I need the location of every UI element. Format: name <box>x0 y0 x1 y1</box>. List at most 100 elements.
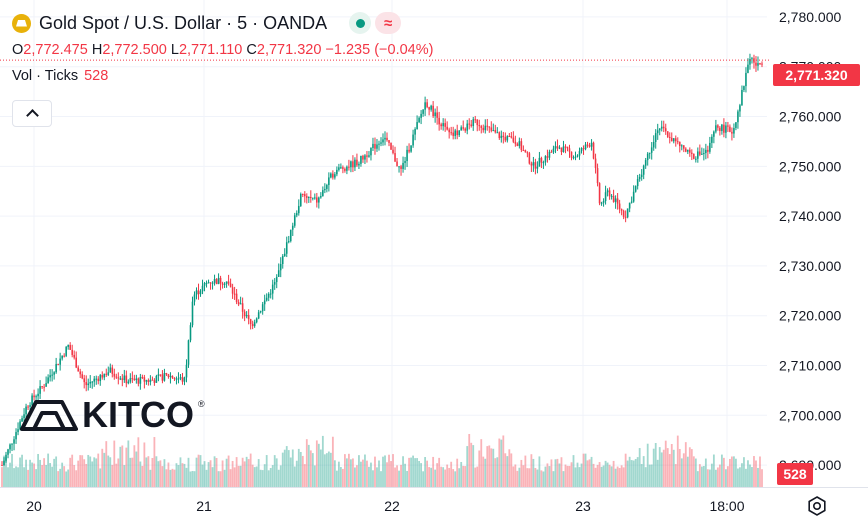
volume-bar <box>299 451 302 487</box>
volume-bar <box>261 470 264 487</box>
volume-bar <box>446 464 449 487</box>
candle-body <box>755 62 757 66</box>
candle-body <box>316 197 318 203</box>
candle-body <box>735 122 737 128</box>
volume-bar <box>456 458 459 487</box>
volume-bar <box>49 463 52 487</box>
candle-body <box>195 290 198 295</box>
gold-coin-icon[interactable] <box>12 13 31 33</box>
candle-body <box>474 119 477 121</box>
volume-bar <box>249 453 252 487</box>
volume-bar <box>604 460 607 487</box>
candle-body <box>456 130 458 136</box>
volume-bar <box>674 464 677 487</box>
volume-bar <box>173 469 176 487</box>
volume-bar <box>25 459 27 487</box>
volume-bar <box>418 460 420 487</box>
volume-bar <box>245 456 248 487</box>
close-label: C <box>246 42 257 58</box>
candle-body <box>111 367 114 374</box>
settings-icon[interactable] <box>806 495 828 517</box>
volume-bar <box>77 460 80 487</box>
candle-body <box>37 393 39 397</box>
price-axis[interactable]: 2,780.0002,770.0002,760.0002,750.0002,74… <box>779 9 841 473</box>
volume-bar <box>733 456 735 487</box>
volume-bar <box>5 457 7 487</box>
volume-bar <box>13 468 15 487</box>
volume-bar <box>498 438 501 487</box>
candle-body <box>263 300 266 305</box>
volume-bar <box>107 455 110 487</box>
y-tick-label: 2,710.000 <box>779 357 841 373</box>
candle-body <box>711 136 713 143</box>
market-open-dot-icon[interactable] <box>349 12 372 34</box>
volume-bar <box>358 455 360 487</box>
candle-body <box>9 444 11 450</box>
candle-body <box>121 378 124 381</box>
candle-body <box>715 125 717 132</box>
candle-body <box>29 405 31 407</box>
volume-bar <box>759 456 761 487</box>
candle-body <box>572 157 575 159</box>
candle-body <box>709 142 711 152</box>
volume-bar <box>430 467 433 487</box>
candle-body <box>691 152 693 154</box>
volume-bar <box>155 456 158 487</box>
volume-bar <box>121 445 124 487</box>
volume-legend[interactable]: Vol · Ticks 528 <box>12 68 433 84</box>
volume-bar <box>203 461 206 487</box>
candle-body <box>717 125 719 128</box>
volume-bar <box>101 448 104 487</box>
candle-body <box>362 155 364 160</box>
candle-body <box>733 127 735 134</box>
time-axis[interactable]: 20 21 22 23 18:00 <box>26 498 745 514</box>
candle-body <box>131 378 134 380</box>
volume-bar <box>636 457 639 487</box>
volume-bar <box>743 457 745 487</box>
volume-bar <box>291 449 294 487</box>
status-pills: ≈ <box>349 12 402 34</box>
candle-body <box>502 135 505 137</box>
volume-bar <box>480 439 483 487</box>
candle-body <box>235 293 238 303</box>
volume-bar <box>514 464 517 487</box>
volume-bar <box>560 457 563 487</box>
candle-body <box>656 130 659 134</box>
volume-bar <box>364 454 366 487</box>
registered-mark: ® <box>198 399 205 409</box>
volume-bar <box>462 465 465 487</box>
candle-body <box>610 195 613 197</box>
x-tick-label: 18:00 <box>709 498 744 514</box>
volume-bar <box>229 469 232 487</box>
volume-bar <box>678 448 681 487</box>
candle-body <box>229 283 232 288</box>
volume-bar <box>464 466 467 487</box>
candle-body <box>616 198 619 204</box>
candle-body <box>596 168 599 184</box>
collapse-legend-button[interactable] <box>12 100 52 127</box>
candle-body <box>534 162 537 169</box>
candle-body <box>181 377 184 382</box>
volume-bar <box>690 449 693 487</box>
candle-body <box>660 126 663 129</box>
candle-body <box>207 282 210 284</box>
symbol-title[interactable]: Gold Spot / U.S. Dollar · 5 · OANDA <box>39 12 328 33</box>
volume-bar <box>584 453 587 487</box>
candle-body <box>211 282 214 284</box>
volume-bar <box>366 460 368 487</box>
candle-body <box>687 149 689 152</box>
candle-body <box>524 150 527 153</box>
volume-bar <box>644 467 647 487</box>
volume-bar <box>420 463 422 487</box>
volume-bar <box>267 470 270 487</box>
candle-body <box>614 198 617 202</box>
volume-bar <box>73 465 76 487</box>
candle-body <box>191 301 194 326</box>
wave-approx-icon[interactable]: ≈ <box>375 12 402 34</box>
volume-bar <box>488 445 491 487</box>
candle-body <box>560 147 563 153</box>
candle-body <box>171 375 174 378</box>
volume-bar <box>161 466 164 487</box>
volume-bar <box>209 460 212 487</box>
